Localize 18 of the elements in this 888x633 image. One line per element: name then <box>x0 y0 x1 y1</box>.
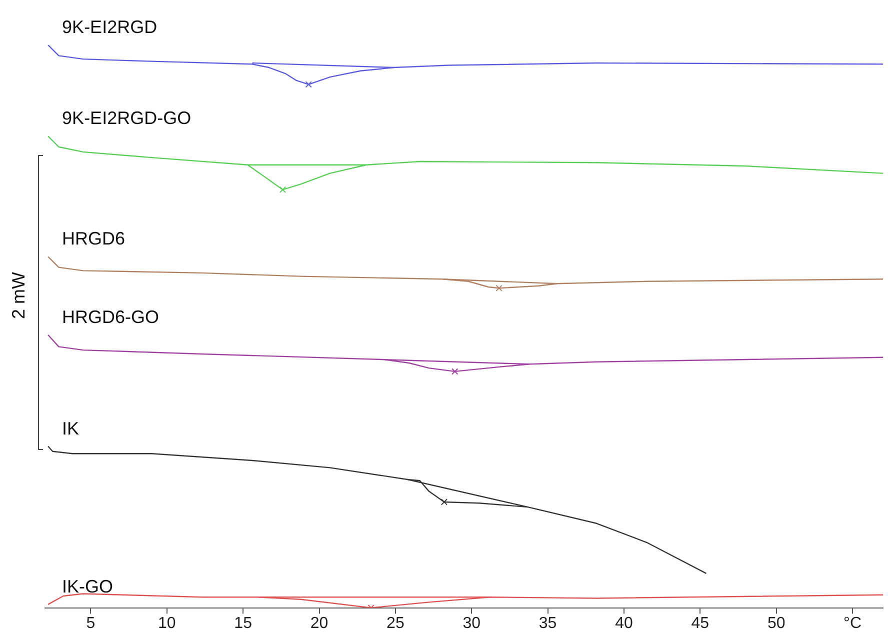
x-tick-label: 15 <box>234 614 252 632</box>
x-tick-label: 10 <box>158 614 176 632</box>
x-tick-label: 40 <box>615 614 633 632</box>
x-tick-label: 30 <box>462 614 481 632</box>
x-tick-label: 20 <box>310 614 328 632</box>
series-label: HRGD6 <box>62 228 126 249</box>
series-label: HRGD6-GO <box>62 306 160 327</box>
series-label: 9K-EI2RGD <box>62 17 158 37</box>
x-tick-label: 35 <box>538 614 557 632</box>
x-tick-label: 5 <box>86 614 96 632</box>
series-label: 9K-EI2RGD-GO <box>62 108 192 128</box>
x-tick-label: °C <box>844 614 862 632</box>
y-axis-title: 2 mW <box>8 272 30 319</box>
series-label: IK <box>62 418 80 438</box>
x-tick-label: 25 <box>386 614 404 632</box>
x-tick-label: 50 <box>767 614 786 632</box>
series-label: IK-GO <box>62 576 114 596</box>
x-tick-label: 45 <box>691 614 710 632</box>
